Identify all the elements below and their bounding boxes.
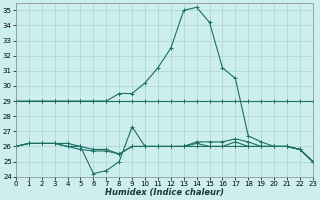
X-axis label: Humidex (Indice chaleur): Humidex (Indice chaleur) bbox=[105, 188, 224, 197]
